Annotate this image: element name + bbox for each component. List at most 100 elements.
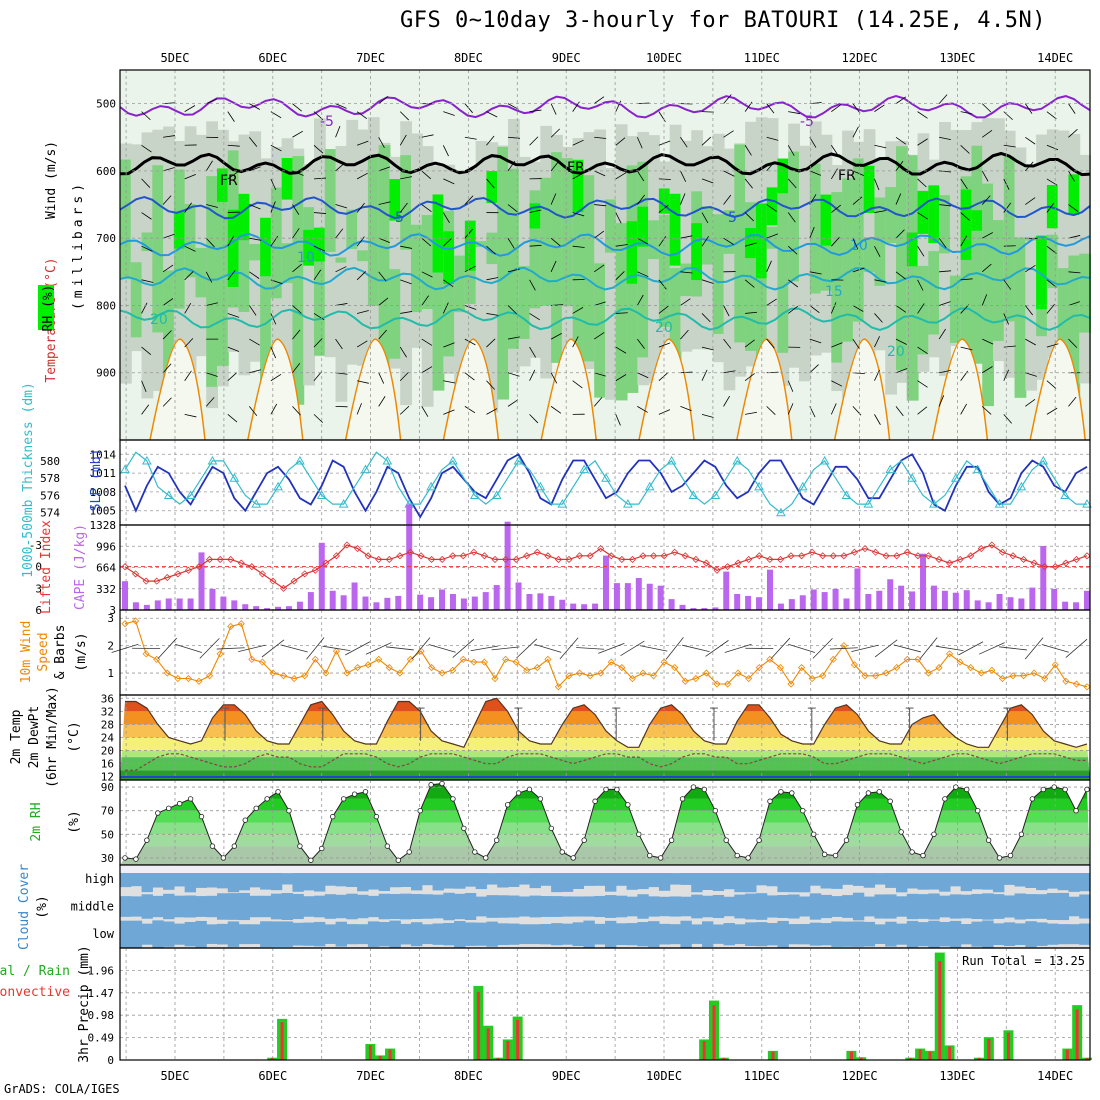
cloud-cell (939, 865, 951, 892)
cloud-cell (508, 895, 520, 918)
cloud-cell (583, 896, 595, 917)
wind-barb (162, 298, 174, 306)
rh-cell (863, 237, 876, 273)
rh-band (120, 834, 1090, 847)
thickness-point (841, 490, 852, 499)
wind-speed-point (142, 650, 150, 658)
surface-wind-barb (559, 637, 579, 660)
wind-barb (895, 136, 907, 145)
cloud-cell (195, 869, 207, 888)
wind-barb (335, 204, 348, 209)
rh-cell (464, 220, 477, 271)
li-point (776, 555, 784, 564)
wind-speed-point (269, 669, 277, 677)
wind-barb (593, 397, 603, 407)
thickness-point (535, 481, 546, 491)
wind-barb (744, 178, 753, 189)
wind-barb (895, 338, 907, 345)
cloud-cell (281, 873, 294, 885)
wind-barb (658, 279, 667, 290)
rh-point (231, 843, 238, 849)
cloud-cell (1057, 867, 1070, 891)
wind-barb (1046, 407, 1058, 415)
wind-barb (442, 212, 450, 224)
wind-barb (938, 328, 946, 340)
cloud-cell (346, 870, 358, 888)
cloud-cell (400, 923, 412, 945)
cape-bar (275, 606, 282, 610)
wind-speed-point (808, 674, 816, 683)
wind-barb (981, 170, 989, 182)
precip-convective-bar (987, 1038, 991, 1060)
ms-axis-label: (m/s) (74, 632, 89, 671)
cloud-cell (1079, 866, 1091, 892)
surface-wind-barb (874, 639, 898, 658)
wind-barb (895, 305, 907, 313)
rh-cell (777, 163, 790, 353)
wind-barb (486, 178, 495, 189)
precip-tick: 1.47 (88, 987, 115, 1000)
temp-band (120, 711, 1090, 725)
cape-bar (734, 593, 741, 610)
cloud-cell (831, 896, 843, 917)
wind-barb (292, 204, 300, 215)
wind-barb (486, 135, 495, 146)
rh-point (504, 802, 511, 808)
date-label-bottom: 5DEC (161, 1069, 190, 1083)
wind-barb (529, 244, 542, 247)
date-label-top: 11DEC (744, 51, 780, 65)
wind-speed-point (459, 655, 467, 663)
wind-barb (831, 342, 843, 348)
li-point (153, 577, 161, 585)
cloud-cell (432, 867, 444, 891)
cape-bar (460, 598, 467, 610)
rh-point (198, 813, 205, 820)
wind-barb (421, 406, 429, 417)
contour-label: -5 (800, 114, 814, 130)
precip-convective-bar (476, 991, 480, 1060)
li-tick: 0 (35, 561, 42, 574)
cape-bar (854, 568, 861, 610)
wind-barb (184, 245, 196, 252)
cloud-cell (292, 893, 304, 920)
cloud-cell (691, 924, 703, 944)
wind-speed-point (872, 672, 880, 680)
wind-barb (292, 329, 301, 340)
precip-convective-bar (918, 1049, 922, 1060)
cloud-cell (292, 922, 304, 946)
isotherm--5 (119, 94, 1091, 119)
rh-point (1084, 786, 1090, 793)
precip-convective-bar (849, 1051, 853, 1060)
wind-barb (529, 136, 539, 146)
wind-barb (141, 144, 152, 153)
li-point (206, 555, 214, 564)
wind-barb (637, 372, 649, 379)
cape-bar (777, 603, 784, 610)
cloud-cell (389, 893, 401, 920)
cape-bar (482, 592, 489, 610)
wind-barb (852, 338, 860, 350)
li-point (1009, 552, 1017, 560)
cloud-cell (464, 892, 477, 921)
precip-convective-bar (1085, 1057, 1089, 1060)
wind-barb (464, 195, 474, 205)
wind-barb (594, 204, 607, 207)
rh2-axis-label: 2m RH (29, 802, 44, 841)
rh-cell (637, 206, 650, 247)
li-point (755, 552, 763, 560)
wind-barb (637, 338, 645, 349)
wind-barb (507, 237, 515, 249)
rh-cell (314, 239, 326, 356)
rh-cell (583, 175, 596, 362)
date-label-top: 7DEC (356, 51, 385, 65)
wind-speed-point (354, 664, 362, 672)
cloud-cell (723, 896, 735, 917)
rh-cell (605, 168, 617, 400)
wind-barb (938, 301, 951, 306)
surface-wind-barb (598, 643, 625, 654)
cape-bar (362, 596, 369, 610)
wind-barb (594, 301, 606, 306)
wind-barb (745, 311, 758, 314)
cloud-cell (130, 871, 143, 887)
slp-line (124, 453, 1088, 519)
